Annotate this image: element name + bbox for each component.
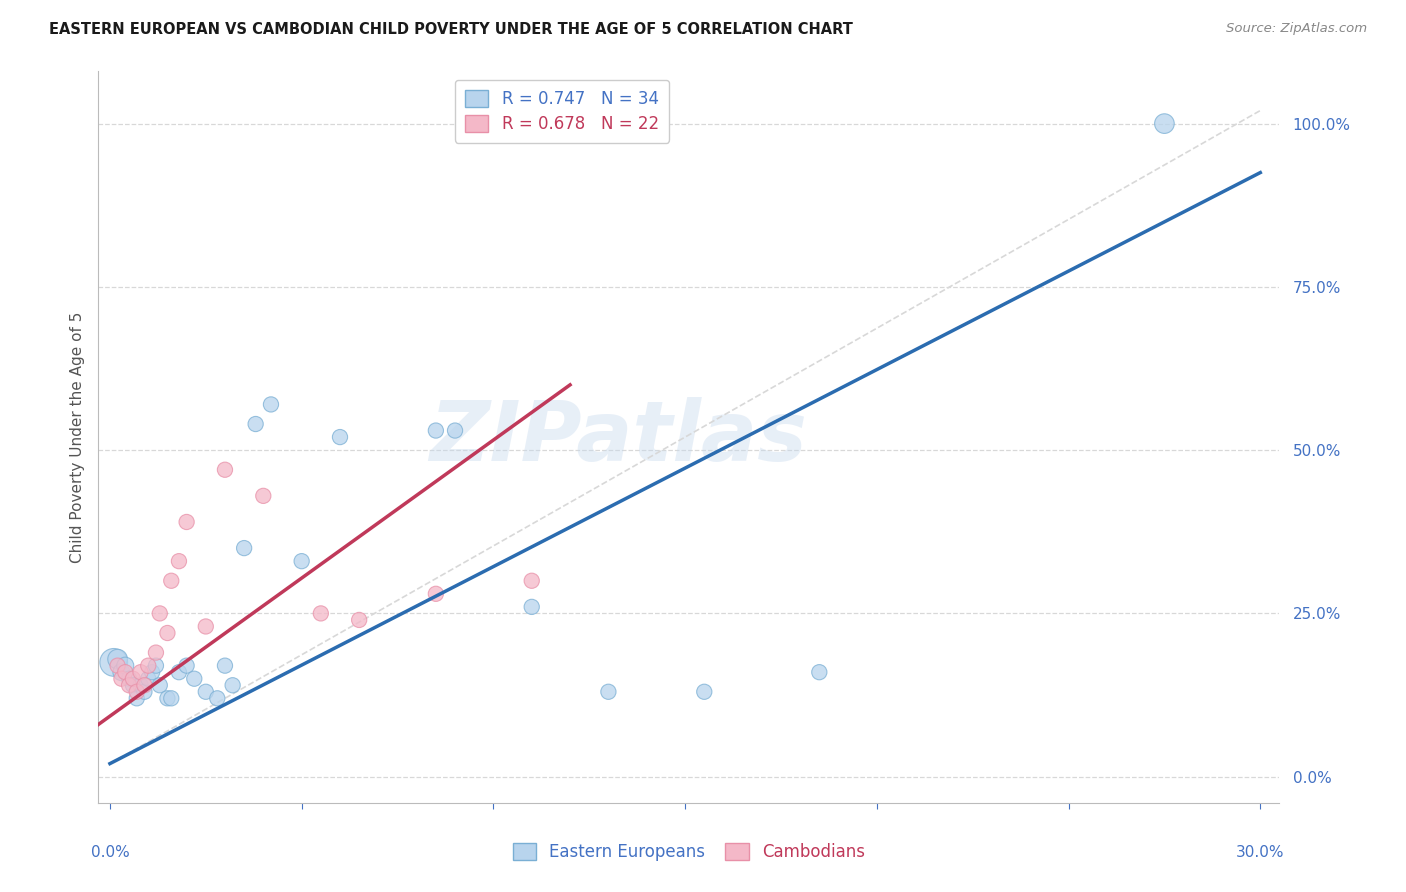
- Point: [233, 541, 256, 555]
- Point: [207, 691, 229, 706]
- Point: [110, 665, 132, 680]
- Point: [107, 652, 129, 666]
- Point: [141, 665, 163, 680]
- Point: [183, 672, 205, 686]
- Point: [176, 658, 198, 673]
- Point: [145, 658, 167, 673]
- Text: ZIPatlas: ZIPatlas: [429, 397, 807, 477]
- Y-axis label: Child Poverty Under the Age of 5: Child Poverty Under the Age of 5: [69, 311, 84, 563]
- Point: [136, 658, 159, 673]
- Point: [260, 397, 283, 411]
- Point: [134, 685, 156, 699]
- Text: 30.0%: 30.0%: [1236, 846, 1285, 860]
- Point: [110, 672, 132, 686]
- Point: [149, 678, 172, 692]
- Point: [291, 554, 314, 568]
- Point: [160, 691, 183, 706]
- Point: [129, 678, 152, 692]
- Point: [118, 672, 141, 686]
- Text: EASTERN EUROPEAN VS CAMBODIAN CHILD POVERTY UNDER THE AGE OF 5 CORRELATION CHART: EASTERN EUROPEAN VS CAMBODIAN CHILD POVE…: [49, 22, 853, 37]
- Point: [444, 424, 467, 438]
- Point: [114, 658, 136, 673]
- Point: [114, 665, 136, 680]
- Point: [149, 607, 172, 621]
- Point: [107, 658, 129, 673]
- Point: [134, 678, 156, 692]
- Point: [122, 672, 145, 686]
- Point: [1153, 117, 1175, 131]
- Text: Source: ZipAtlas.com: Source: ZipAtlas.com: [1226, 22, 1367, 36]
- Point: [808, 665, 831, 680]
- Point: [118, 678, 141, 692]
- Point: [214, 658, 236, 673]
- Point: [194, 685, 217, 699]
- Point: [214, 463, 236, 477]
- Point: [347, 613, 370, 627]
- Point: [598, 685, 620, 699]
- Point: [221, 678, 243, 692]
- Point: [145, 646, 167, 660]
- Point: [176, 515, 198, 529]
- Point: [156, 626, 179, 640]
- Point: [245, 417, 267, 431]
- Point: [129, 665, 152, 680]
- Point: [194, 619, 217, 633]
- Point: [520, 574, 543, 588]
- Point: [329, 430, 352, 444]
- Point: [136, 672, 159, 686]
- Point: [425, 424, 447, 438]
- Point: [103, 656, 125, 670]
- Legend: Eastern Europeans, Cambodians: Eastern Europeans, Cambodians: [506, 836, 872, 868]
- Point: [520, 599, 543, 614]
- Point: [122, 678, 145, 692]
- Point: [167, 665, 190, 680]
- Point: [125, 691, 148, 706]
- Point: [160, 574, 183, 588]
- Point: [309, 607, 332, 621]
- Point: [252, 489, 274, 503]
- Point: [125, 685, 148, 699]
- Point: [167, 554, 190, 568]
- Point: [693, 685, 716, 699]
- Point: [425, 587, 447, 601]
- Point: [156, 691, 179, 706]
- Text: 0.0%: 0.0%: [90, 846, 129, 860]
